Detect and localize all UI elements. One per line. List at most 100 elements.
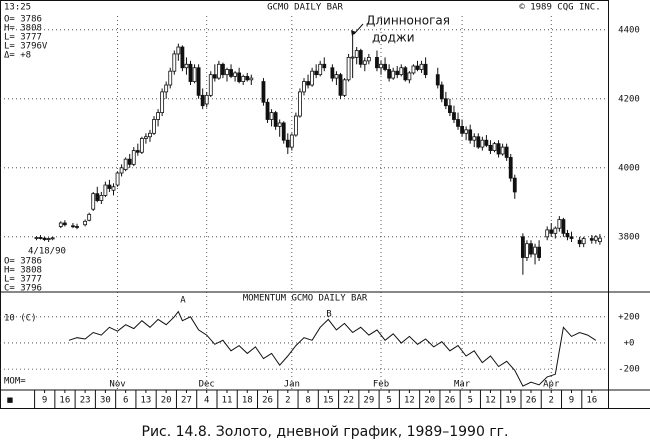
candle-body xyxy=(46,238,51,240)
annotation: Длинноногая xyxy=(366,14,450,28)
candle-body xyxy=(281,122,286,141)
candle-body xyxy=(123,158,128,170)
candle-body xyxy=(58,222,63,227)
candle-body xyxy=(184,63,189,69)
point-label: B xyxy=(326,310,331,320)
y-tick-label: -200 xyxy=(618,365,640,375)
candle-body xyxy=(443,98,448,107)
candle-body xyxy=(229,69,233,77)
info-line: L= 3777 xyxy=(4,33,42,43)
candle-body xyxy=(160,91,165,114)
candle-body xyxy=(172,53,177,72)
x-tick-label: 26 xyxy=(526,396,537,406)
candle-body xyxy=(472,136,477,141)
momentum-line xyxy=(68,310,597,387)
candle-body xyxy=(139,138,144,153)
candle-body xyxy=(241,75,246,82)
copyright: © 1989 CQG INC. xyxy=(519,3,600,13)
candle-body xyxy=(237,72,242,82)
candle-body xyxy=(216,63,221,79)
candle-body xyxy=(212,74,217,79)
x-tick-label: 23 xyxy=(80,396,91,406)
candle-body xyxy=(520,236,525,258)
candle-body xyxy=(537,246,541,258)
candle-body xyxy=(208,74,213,96)
candle-body xyxy=(188,63,193,82)
x-tick-label: 29 xyxy=(363,396,374,406)
point-label: A xyxy=(180,296,186,306)
candle-body xyxy=(148,132,152,138)
annotation: доджи xyxy=(372,31,415,45)
x-tick-label: 8 xyxy=(305,396,310,406)
x-tick-label: 6 xyxy=(123,396,128,406)
x-tick-label: 20 xyxy=(161,396,172,406)
candle-body xyxy=(42,237,47,240)
candle-body xyxy=(322,63,327,69)
candle-body xyxy=(107,184,112,189)
x-tick-label: 4 xyxy=(204,396,209,406)
candle-body xyxy=(338,74,343,96)
candle-body xyxy=(75,226,79,228)
x-tick-label: 13 xyxy=(140,396,151,406)
candle-body xyxy=(533,246,537,255)
x-tick-label: 11 xyxy=(222,396,233,406)
x-tick-label: 2 xyxy=(549,396,554,406)
candle-body xyxy=(403,67,408,81)
candle-body xyxy=(131,150,136,165)
caption: Рис. 14.8. Золото, дневной график, 1989–… xyxy=(142,424,509,440)
candle-body xyxy=(419,63,424,70)
x-tick-label: 9 xyxy=(42,396,47,406)
x-tick-label: 22 xyxy=(343,396,354,406)
candle-body xyxy=(99,194,104,201)
candle-body xyxy=(346,57,351,81)
info-line: Δ= +8 xyxy=(4,51,31,61)
candle-body xyxy=(34,237,39,239)
y-tick-label: 4200 xyxy=(618,94,640,104)
info-line: O= 3786 xyxy=(4,257,42,267)
candle-body xyxy=(358,50,363,65)
x-tick-label: 18 xyxy=(242,396,253,406)
candle-body xyxy=(452,112,456,120)
candle-body xyxy=(375,57,379,69)
candle-body xyxy=(399,67,404,76)
info-line: H= 3808 xyxy=(4,24,42,34)
info-line: C= 3796 xyxy=(4,284,42,294)
candle-body xyxy=(314,70,319,76)
period: 10 (C) xyxy=(4,314,37,324)
candle-body xyxy=(204,94,209,105)
candle-body xyxy=(164,84,169,93)
month-label: Jan xyxy=(284,380,300,390)
candle-body xyxy=(484,139,489,146)
candle-body xyxy=(144,136,148,139)
candle-body xyxy=(496,143,501,155)
candle-body xyxy=(318,63,323,76)
candle-body xyxy=(525,243,529,258)
candle-body xyxy=(379,63,383,69)
candle-body xyxy=(289,134,294,148)
x-tick-label: 15 xyxy=(323,396,334,406)
candle-body xyxy=(302,81,306,93)
candle-body xyxy=(115,172,120,186)
candle-body xyxy=(480,139,485,148)
candle-body xyxy=(593,236,598,241)
candle-body xyxy=(249,77,254,81)
candle-body xyxy=(310,70,315,86)
candle-body xyxy=(298,91,302,117)
time: 13:25 xyxy=(4,3,31,13)
candle-body xyxy=(87,213,92,221)
candle-body xyxy=(50,237,55,240)
candle-body xyxy=(561,219,566,234)
candle-body xyxy=(196,67,201,96)
candle-body xyxy=(549,229,554,234)
candle-body xyxy=(488,144,493,151)
candle-body xyxy=(577,239,582,245)
month-label: Mar xyxy=(454,380,471,390)
candle-body xyxy=(468,129,473,141)
candle-body xyxy=(62,222,67,226)
month-label: Nov xyxy=(109,380,125,390)
candle-body xyxy=(439,84,444,100)
candle-body xyxy=(192,67,197,82)
y-tick-label: +0 xyxy=(624,338,635,348)
candle-body xyxy=(103,184,108,196)
candle-body xyxy=(354,50,359,58)
